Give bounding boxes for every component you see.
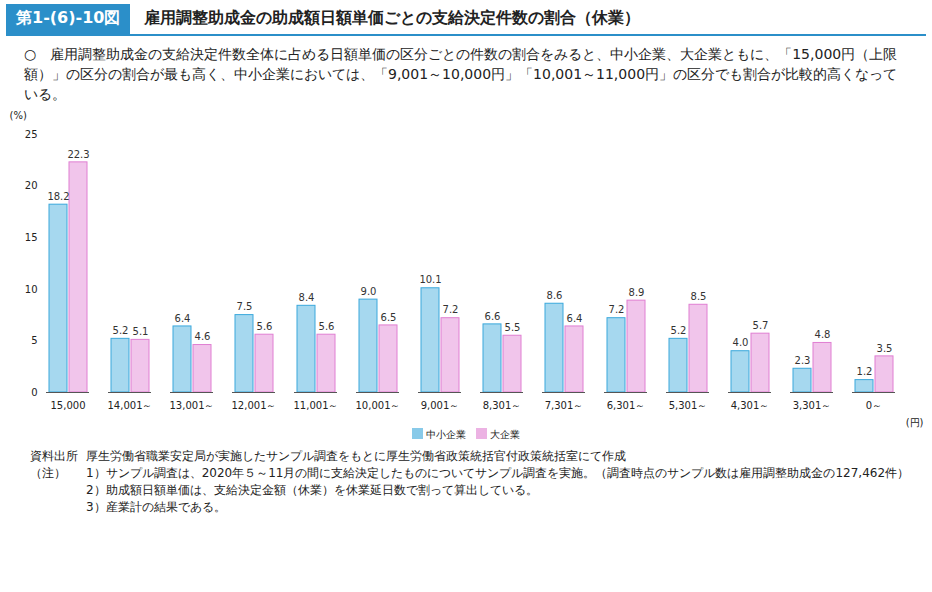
html-text:第1-(6)-10図: 第1-(6)-10図 bbox=[16, 8, 121, 27]
svg-text:9,001～: 9,001～ bbox=[421, 400, 460, 411]
svg-text:25: 25 bbox=[25, 129, 38, 140]
html-text:雇用調整助成金の助成額日額単価ごとの支給決定件数の割合（休業: 雇用調整助成金の助成額日額単価ごとの支給決定件数の割合（休業） bbox=[144, 8, 641, 27]
svg-text:4.8: 4.8 bbox=[815, 329, 831, 340]
svg-text:8,301～: 8,301～ bbox=[483, 400, 522, 411]
svg-text:8.9: 8.9 bbox=[629, 287, 645, 298]
html-text:（注）: （注） bbox=[30, 466, 66, 480]
svg-text:0～: 0～ bbox=[866, 400, 882, 411]
svg-text:5.2: 5.2 bbox=[671, 325, 687, 336]
svg-text:0: 0 bbox=[31, 387, 37, 398]
svg-text:15: 15 bbox=[25, 232, 38, 243]
svg-text:4.0: 4.0 bbox=[733, 337, 749, 348]
svg-text:6.4: 6.4 bbox=[175, 313, 191, 324]
html-text:資料出所: 資料出所 bbox=[30, 449, 78, 463]
svg-text:5.2: 5.2 bbox=[113, 325, 129, 336]
svg-text:(%): (%) bbox=[10, 110, 27, 121]
svg-text:10.1: 10.1 bbox=[419, 274, 441, 285]
svg-text:5.1: 5.1 bbox=[133, 326, 149, 337]
svg-text:2.3: 2.3 bbox=[795, 355, 811, 366]
svg-text:14,001～: 14,001～ bbox=[108, 400, 153, 411]
svg-text:5.6: 5.6 bbox=[257, 321, 273, 332]
svg-text:3,301～: 3,301～ bbox=[793, 400, 832, 411]
svg-text:(円): (円) bbox=[906, 417, 924, 428]
svg-text:7.5: 7.5 bbox=[237, 301, 253, 312]
svg-text:9.0: 9.0 bbox=[361, 286, 377, 297]
svg-text:1.2: 1.2 bbox=[857, 366, 873, 377]
html-text:厚生労働省職業安定局が実施したサンプル調査をもとに厚生労働省: 厚生労働省職業安定局が実施したサンプル調査をもとに厚生労働省政策統括官付政策統括… bbox=[86, 449, 626, 463]
svg-text:20: 20 bbox=[25, 180, 38, 191]
html-text:中小企業: 中小企業 bbox=[426, 429, 466, 440]
html-text:3）産業計の結果である。: 3）産業計の結果である。 bbox=[86, 500, 226, 514]
svg-text:6.4: 6.4 bbox=[567, 313, 583, 324]
svg-text:8.6: 8.6 bbox=[547, 290, 563, 301]
svg-text:4.6: 4.6 bbox=[195, 331, 211, 342]
svg-text:6.6: 6.6 bbox=[485, 311, 501, 322]
svg-text:6,301～: 6,301～ bbox=[607, 400, 646, 411]
html-text:○ 雇用調整助成金の支給決定件数全体に占める日額単価の区分ご: ○ 雇用調整助成金の支給決定件数全体に占める日額単価の区分ごとの件数の割合をみる… bbox=[24, 46, 898, 102]
svg-text:10: 10 bbox=[25, 284, 38, 295]
html-text:大企業: 大企業 bbox=[490, 429, 520, 440]
svg-text:18.2: 18.2 bbox=[47, 191, 69, 202]
svg-text:8.4: 8.4 bbox=[299, 292, 315, 303]
svg-text:5,301～: 5,301～ bbox=[669, 400, 708, 411]
html-text:1）サンプル調査は、2020年５～11月の間に支給決定したも: 1）サンプル調査は、2020年５～11月の間に支給決定したものについてサンプル調… bbox=[86, 466, 910, 480]
svg-text:15,000: 15,000 bbox=[51, 400, 86, 411]
svg-text:5.7: 5.7 bbox=[753, 320, 769, 331]
svg-text:12,001～: 12,001～ bbox=[232, 400, 277, 411]
svg-text:7.2: 7.2 bbox=[443, 304, 459, 315]
svg-text:4,301～: 4,301～ bbox=[731, 400, 770, 411]
svg-text:7.2: 7.2 bbox=[609, 304, 625, 315]
svg-text:10,001～: 10,001～ bbox=[356, 400, 401, 411]
html-text:2）助成額日額単価は、支給決定金額（休業）を休業延日数で割っ: 2）助成額日額単価は、支給決定金額（休業）を休業延日数で割って算出している。 bbox=[86, 483, 538, 497]
svg-text:5.5: 5.5 bbox=[505, 322, 521, 333]
svg-text:6.5: 6.5 bbox=[381, 312, 397, 323]
svg-text:11,001～: 11,001～ bbox=[294, 400, 339, 411]
svg-text:7,301～: 7,301～ bbox=[545, 400, 584, 411]
svg-text:5.6: 5.6 bbox=[319, 321, 335, 332]
svg-text:13,001～: 13,001～ bbox=[170, 400, 215, 411]
svg-text:5: 5 bbox=[31, 335, 37, 346]
svg-text:8.5: 8.5 bbox=[691, 291, 707, 302]
svg-text:22.3: 22.3 bbox=[67, 149, 89, 160]
svg-text:3.5: 3.5 bbox=[877, 343, 893, 354]
